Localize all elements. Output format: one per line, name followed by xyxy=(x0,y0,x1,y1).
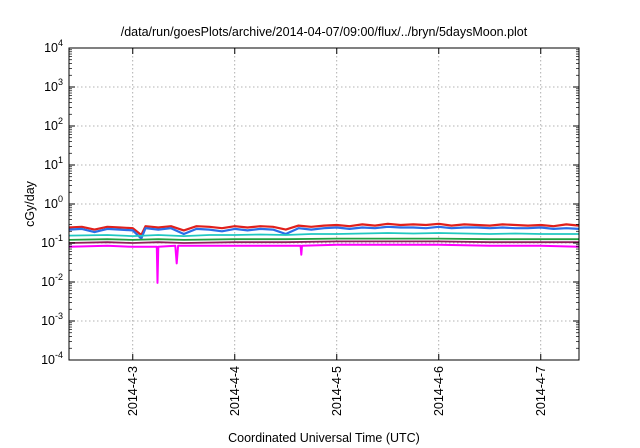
x-tick-label: 2014-4-6 xyxy=(432,366,446,416)
y-tick-label: 103 xyxy=(44,77,63,94)
x-tick-label: 2014-4-4 xyxy=(228,366,242,416)
chart-title: /data/run/goesPlots/archive/2014-04-07/0… xyxy=(121,25,528,39)
series-line-6 xyxy=(68,243,580,284)
y-tick-exponent: -4 xyxy=(55,350,63,360)
x-tick-label: 2014-4-5 xyxy=(330,366,344,416)
y-tick-exponent: 1 xyxy=(58,155,63,165)
y-tick-exponent: -2 xyxy=(55,272,63,282)
series-line-2 xyxy=(68,225,580,240)
y-tick-label: 10-2 xyxy=(41,272,63,289)
series-line-3 xyxy=(68,232,579,237)
x-tick-label: 2014-4-7 xyxy=(534,366,548,416)
x-tick-labels: 2014-4-3 2014-4-4 2014-4-5 2014-4-6 2014-4-7 xyxy=(126,366,548,416)
y-tick-label: 10-1 xyxy=(41,233,63,250)
y-tick-label: 10-4 xyxy=(41,350,63,367)
y-tick-exponent: 0 xyxy=(58,194,63,204)
x-axis-label: Coordinated Universal Time (UTC) xyxy=(228,431,420,445)
y-tick-exponent: -1 xyxy=(55,233,63,243)
y-tick-exponent: 2 xyxy=(58,116,63,126)
y-tick-label: 100 xyxy=(44,194,63,211)
y-tick-exponent: 4 xyxy=(58,38,63,48)
y-axis-label: cGy/day xyxy=(23,180,37,227)
y-tick-exponent: -3 xyxy=(55,311,63,321)
series-line-4 xyxy=(68,237,579,241)
y-tick-label: 101 xyxy=(44,155,63,172)
y-tick-label: 10-3 xyxy=(41,311,63,328)
axis-ticks xyxy=(69,47,579,361)
x-tick-label: 2014-4-3 xyxy=(126,366,140,416)
series-lines xyxy=(68,222,580,284)
y-tick-label: 104 xyxy=(44,38,63,55)
grid-lines xyxy=(69,48,579,360)
series-line-5 xyxy=(68,240,579,244)
y-tick-exponent: 3 xyxy=(58,77,63,87)
y-tick-label: 102 xyxy=(44,116,63,133)
